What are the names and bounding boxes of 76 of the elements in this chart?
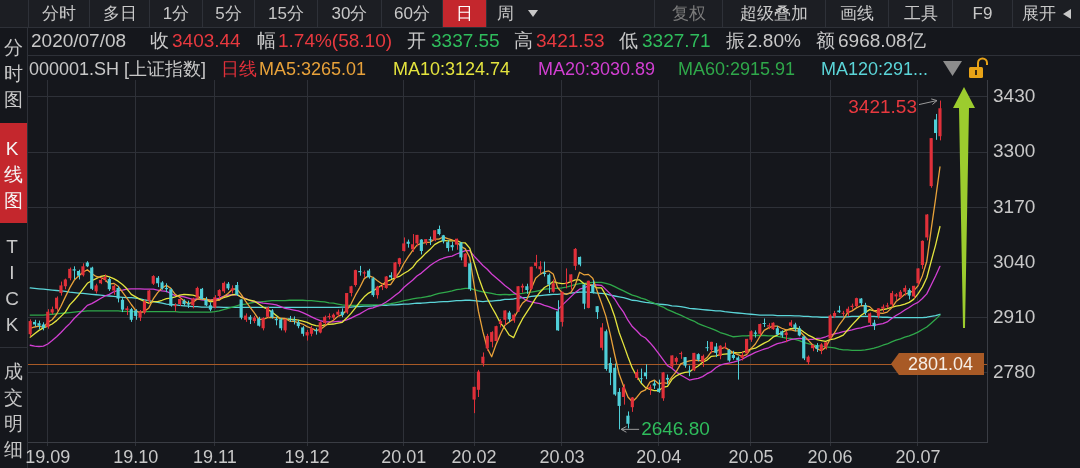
text: 振: [726, 29, 745, 53]
text: K线图: [4, 137, 27, 213]
text: 60分: [381, 0, 442, 27]
candlestick: [345, 292, 349, 315]
text: 分时图: [4, 36, 27, 112]
text: 复权: [654, 0, 722, 27]
text: 开: [407, 29, 426, 53]
text: MA5:3265.01: [259, 58, 367, 81]
text: MA60:2915.91: [678, 58, 796, 81]
text: 6968.08亿: [838, 29, 926, 53]
text: 3337.55: [431, 29, 500, 53]
candlestick: [556, 299, 560, 332]
text: 日: [442, 0, 486, 27]
candlestick: [934, 113, 938, 141]
text: 30分: [317, 0, 381, 27]
y-tick-label: 2910: [993, 305, 1036, 327]
text: 超级叠加: [722, 0, 825, 27]
x-tick-label: 19.12: [284, 446, 330, 467]
annotation: 3421.53: [848, 95, 917, 117]
text: MA120:291...: [821, 58, 929, 81]
text: 成交明细: [4, 360, 27, 460]
text: 高: [514, 29, 533, 53]
x-tick-label: 19.11: [192, 446, 237, 467]
candlestick: [925, 213, 929, 241]
candlestick: [621, 383, 626, 406]
x-tick-label: 20.02: [451, 446, 497, 467]
candlestick: [476, 369, 481, 398]
text: 画线: [825, 0, 888, 27]
annotation: 2646.80: [641, 417, 710, 439]
x-tick-label: 20.05: [728, 446, 774, 467]
text: 多日: [89, 0, 149, 27]
ref-line-label: 2801.04: [907, 353, 974, 374]
text: 周: [486, 0, 524, 27]
text: 额: [816, 29, 835, 53]
candlestick: [573, 247, 577, 271]
text: 5分: [202, 0, 254, 27]
y-tick-label: 3170: [993, 195, 1036, 217]
x-tick-label: 20.03: [539, 446, 585, 467]
text: 展开: [1012, 0, 1080, 27]
text: 1.74%(58.10): [278, 29, 393, 53]
candlestick: [46, 308, 50, 330]
x-tick-label: 20.06: [807, 446, 853, 467]
chart-title: 000001.SH [上证指数]: [29, 58, 207, 81]
text: 低: [619, 29, 638, 53]
y-tick-label: 3040: [993, 250, 1036, 272]
text: 3327.71: [642, 29, 711, 53]
candlestick: [564, 267, 568, 289]
x-tick-label: 20.01: [381, 446, 427, 467]
candlestick: [90, 266, 94, 291]
text: TICK: [4, 235, 24, 337]
y-tick-label: 2780: [993, 361, 1036, 383]
text: F9: [952, 0, 1012, 27]
candlestick: [599, 322, 604, 351]
text: 2.80%: [747, 29, 801, 53]
text: 1分: [149, 0, 202, 27]
candlestick: [705, 340, 709, 352]
x-tick-label: 20.04: [636, 446, 682, 467]
text: 3421.53: [536, 29, 605, 53]
text: 日线: [221, 58, 257, 81]
text: 幅: [257, 29, 276, 53]
y-tick-label: 3430: [993, 85, 1036, 107]
x-tick-label: 19.10: [113, 446, 159, 467]
text: 工具: [888, 0, 952, 27]
candlestick: [617, 387, 621, 430]
y-tick-label: 3300: [993, 140, 1036, 162]
text: 15分: [254, 0, 317, 27]
text: 分时: [28, 0, 89, 27]
text: 收: [150, 29, 169, 53]
candlestick: [802, 335, 806, 361]
candlestick: [828, 313, 832, 339]
text: MA20:3030.89: [538, 58, 656, 81]
text: MA10:3124.74: [393, 58, 511, 81]
x-tick-label: 19.09: [25, 446, 71, 467]
x-tick-label: 20.07: [895, 446, 941, 467]
text: 2020/07/08: [31, 29, 127, 53]
text: 3403.44: [172, 29, 241, 53]
